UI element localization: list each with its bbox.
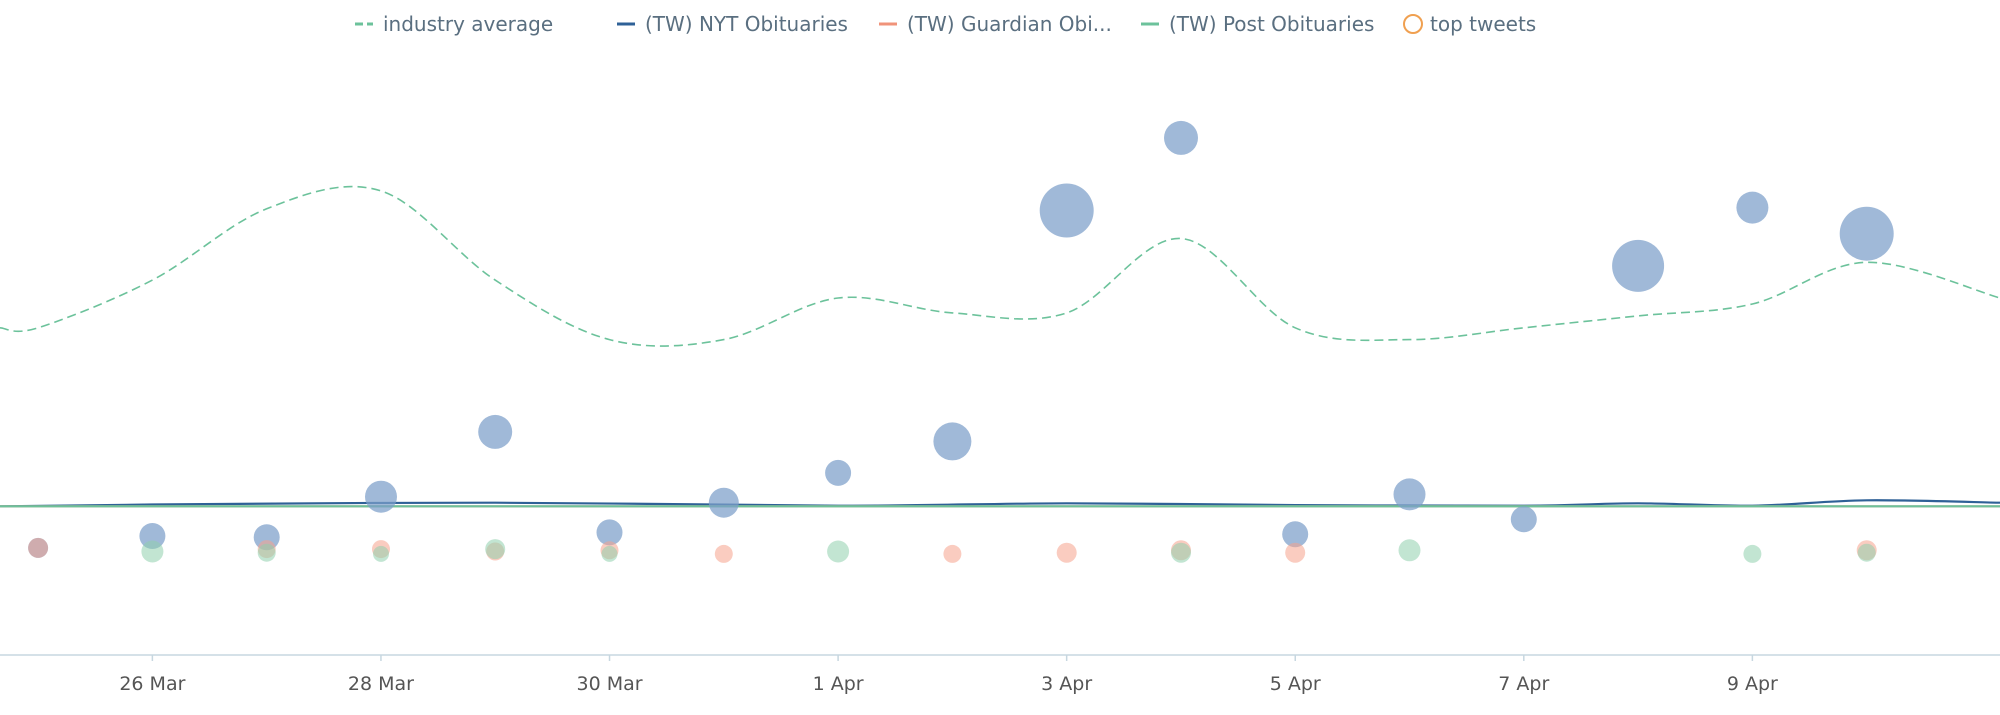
top-tweet-bubble[interactable] (139, 523, 166, 549)
top-tweet-bubble[interactable] (478, 414, 513, 449)
legend-label-tw-guardian-obi: (TW) Guardian Obi... (907, 12, 1112, 36)
top-tweet-bubble[interactable] (825, 459, 852, 486)
legend-label-industry-average: industry average (383, 12, 553, 36)
top-tweet-bubble[interactable] (1171, 542, 1191, 563)
top-tweet-bubble[interactable] (1510, 506, 1537, 533)
legend-label-top-tweets: top tweets (1430, 12, 1536, 36)
top-tweet-bubble[interactable] (596, 519, 623, 546)
top-tweet-bubble[interactable] (943, 544, 962, 563)
top-tweet-bubble[interactable] (1839, 206, 1894, 261)
legend-item-industry-average[interactable]: industry average (355, 12, 553, 36)
top-tweets-bubbles (28, 120, 1894, 563)
x-axis-ticks: 26 Mar 28 Mar 30 Mar 1 Apr 3 Apr 5 Apr 7 Apr 9 … (119, 655, 1778, 695)
legend-label-tw-nyt-obituaries: (TW) NYT Obituaries (645, 12, 848, 36)
top-tweet-bubble[interactable] (1393, 478, 1426, 511)
series-lines (0, 185, 2000, 508)
legend-label-tw-post-obituaries: (TW) Post Obituaries (1169, 12, 1374, 36)
top-tweet-bubble[interactable] (1857, 543, 1876, 562)
top-tweet-bubble[interactable] (1398, 539, 1421, 562)
x-tick-label: 5 Apr (1270, 673, 1321, 695)
x-tick-label: 28 Mar (348, 673, 414, 695)
top-tweet-bubble[interactable] (708, 487, 739, 518)
top-tweet-bubble[interactable] (1743, 544, 1762, 563)
top-tweet-bubble[interactable] (1736, 191, 1769, 224)
x-tick-label: 3 Apr (1041, 673, 1092, 695)
x-tick-label: 9 Apr (1727, 673, 1778, 695)
top-tweet-bubble[interactable] (485, 539, 506, 560)
top-tweet-bubble[interactable] (373, 545, 389, 562)
top-tweet-bubble[interactable] (1282, 521, 1309, 548)
legend-item-top-tweets[interactable]: top tweets (1403, 12, 1536, 36)
top-tweet-bubble[interactable] (28, 537, 49, 558)
x-tick-label: 30 Mar (576, 673, 642, 695)
top-tweet-bubble[interactable] (1285, 542, 1306, 563)
top-tweet-bubble[interactable] (933, 422, 972, 461)
top-tweet-bubble[interactable] (1056, 542, 1077, 563)
top-tweet-bubble[interactable] (601, 545, 618, 562)
legend-item-tw-guardian-obi[interactable]: (TW) Guardian Obi... (879, 12, 1112, 36)
x-tick-label: 7 Apr (1498, 673, 1549, 695)
top-tweet-bubble[interactable] (1612, 239, 1665, 292)
legend: industry average (TW) NYT Obituaries (TW) … (355, 12, 1536, 36)
legend-item-tw-post-obituaries[interactable]: (TW) Post Obituaries (1141, 12, 1374, 36)
legend-item-tw-nyt-obituaries[interactable]: (TW) NYT Obituaries (617, 12, 848, 36)
top-tweet-bubble[interactable] (714, 544, 733, 563)
legend-symbol-top-tweets (1403, 14, 1423, 34)
top-tweet-bubble[interactable] (365, 480, 397, 513)
top-tweet-bubble[interactable] (141, 540, 164, 563)
top-tweet-bubble[interactable] (1164, 120, 1198, 155)
top-tweet-bubble[interactable] (1039, 183, 1094, 238)
top-tweet-bubble[interactable] (257, 543, 276, 562)
x-tick-label: 1 Apr (813, 673, 864, 695)
x-tick-label: 26 Mar (119, 673, 185, 695)
series-line-industry-average (0, 185, 2000, 347)
top-tweet-bubble[interactable] (827, 540, 850, 563)
